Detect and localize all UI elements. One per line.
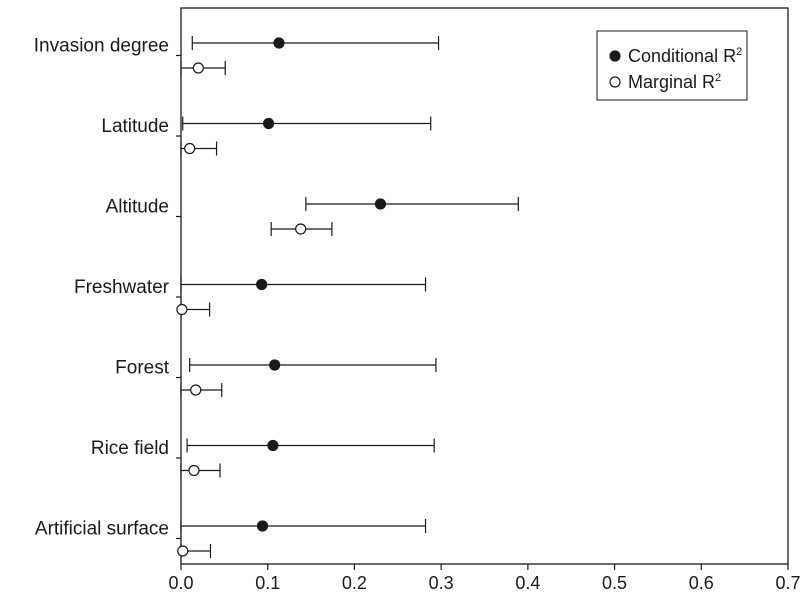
marginal-r2-point [177,545,189,557]
x-tick-label: 0.0 [168,573,193,593]
x-axis: 0.0 0.1 0.2 0.3 0.4 0.5 0.6 0.7 [168,564,801,593]
x-tick-label: 0.1 [255,573,280,593]
x-tick-label: 0.2 [342,573,367,593]
marginal-r2-point [184,142,196,155]
conditional-r2-point [374,198,387,210]
legend-marker-conditional [609,50,621,62]
category-label: Artificial surface [35,519,169,540]
legend-marker-marginal [609,76,621,88]
conditional-r2-point [269,359,281,371]
conditional-r2-point [273,37,285,49]
category-label: Rice field [91,438,169,459]
conditional-r2-point [256,520,269,532]
marginal-r2-point [190,384,202,396]
conditional-r2-point [267,439,279,452]
x-tick-label: 0.6 [689,573,714,593]
category-label: Latitude [101,116,169,137]
y-axis: Invasion degree Latitude Altitude Freshwate… [34,36,181,540]
legend-label-marginal: Marginal R2 [628,72,721,92]
marginal-r2-point [188,464,200,477]
legend-label-conditional: Conditional R2 [628,46,742,66]
chart-marks [176,36,519,558]
category-label: Freshwater [74,277,170,298]
conditional-r2-point [256,278,268,291]
category-label: Altitude [106,197,169,218]
x-tick-label: 0.7 [775,573,800,593]
category-label: Invasion degree [34,36,169,57]
marginal-r2-point [295,223,307,235]
x-tick-label: 0.3 [429,573,454,593]
marginal-r2-point [176,303,188,316]
marginal-r2-point [192,62,204,74]
legend-box [596,30,748,101]
category-label: Forest [115,358,170,379]
x-tick-label: 0.4 [515,573,540,593]
x-tick-label: 0.5 [602,573,627,593]
conditional-r2-point [262,117,275,130]
legend: Conditional R2 Marginal R2 [596,30,748,101]
